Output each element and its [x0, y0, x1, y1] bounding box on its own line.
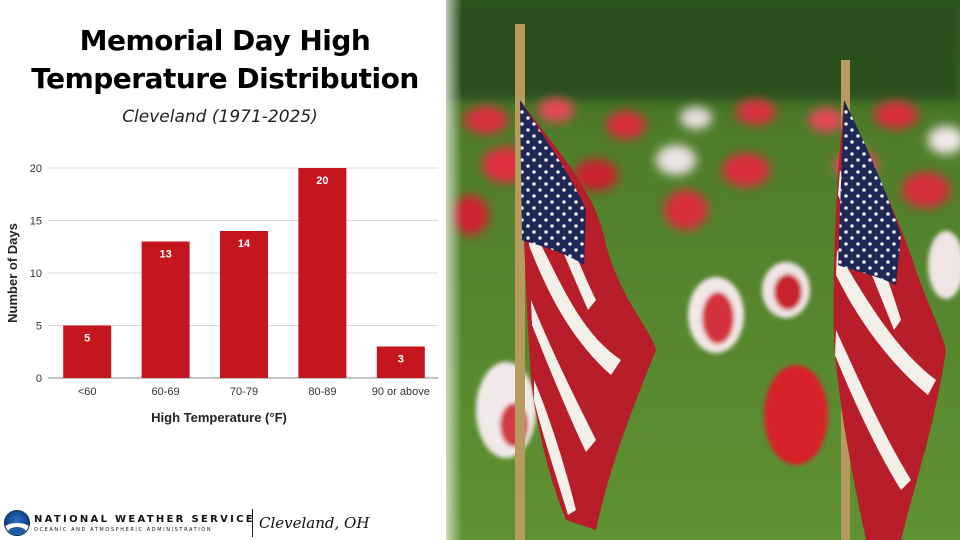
x-axis-label: High Temperature (°F) — [151, 410, 287, 425]
bar — [376, 346, 425, 378]
chart-title: Memorial Day High Temperature Distributi… — [0, 22, 450, 98]
y-axis-label: Number of Days — [5, 223, 20, 323]
x-tick-label: 60-69 — [152, 386, 180, 398]
y-tick-label: 20 — [30, 163, 42, 175]
chart-subtitle: Cleveland (1971-2025) — [122, 107, 318, 127]
org-subtitle: OCEANIC AND ATMOSPHERIC ADMINISTRATION — [34, 527, 213, 533]
bar-value-label: 14 — [238, 238, 251, 250]
bar — [63, 325, 112, 378]
title-line-1: Memorial Day High — [79, 24, 371, 57]
x-tick-label: <60 — [78, 386, 97, 398]
bar-chart: 0 5 10 15 20 5 <60 13 60-69 14 70-79 20 80-89 3 90 or … — [5, 163, 440, 425]
footer: NATIONAL WEATHER SERVICE OCEANIC AND ATM… — [0, 500, 450, 540]
y-tick-label: 15 — [30, 216, 42, 228]
bar-value-label: 5 — [84, 333, 90, 345]
noaa-logo-icon — [4, 510, 30, 536]
photo-fade — [438, 0, 462, 540]
y-tick-label: 10 — [30, 268, 42, 280]
memorial-flags-photo — [446, 0, 960, 540]
bar-value-label: 3 — [398, 354, 404, 366]
footer-divider — [252, 509, 253, 537]
bar — [298, 168, 347, 378]
left-panel: Memorial Day High Temperature Distributi… — [0, 0, 450, 540]
x-tick-label: 80-89 — [308, 386, 336, 398]
office-name: Cleveland, OH — [259, 514, 370, 532]
y-tick-label: 5 — [36, 321, 42, 333]
bar-value-label: 13 — [159, 249, 171, 261]
x-tick-label: 90 or above — [372, 386, 430, 398]
bar — [141, 241, 190, 378]
bar — [220, 231, 268, 378]
y-tick-label: 0 — [36, 373, 42, 385]
org-name: NATIONAL WEATHER SERVICE — [34, 514, 255, 525]
title-line-2: Temperature Distribution — [31, 62, 419, 95]
bar-value-label: 20 — [316, 175, 328, 187]
x-tick-label: 70-79 — [230, 386, 258, 398]
